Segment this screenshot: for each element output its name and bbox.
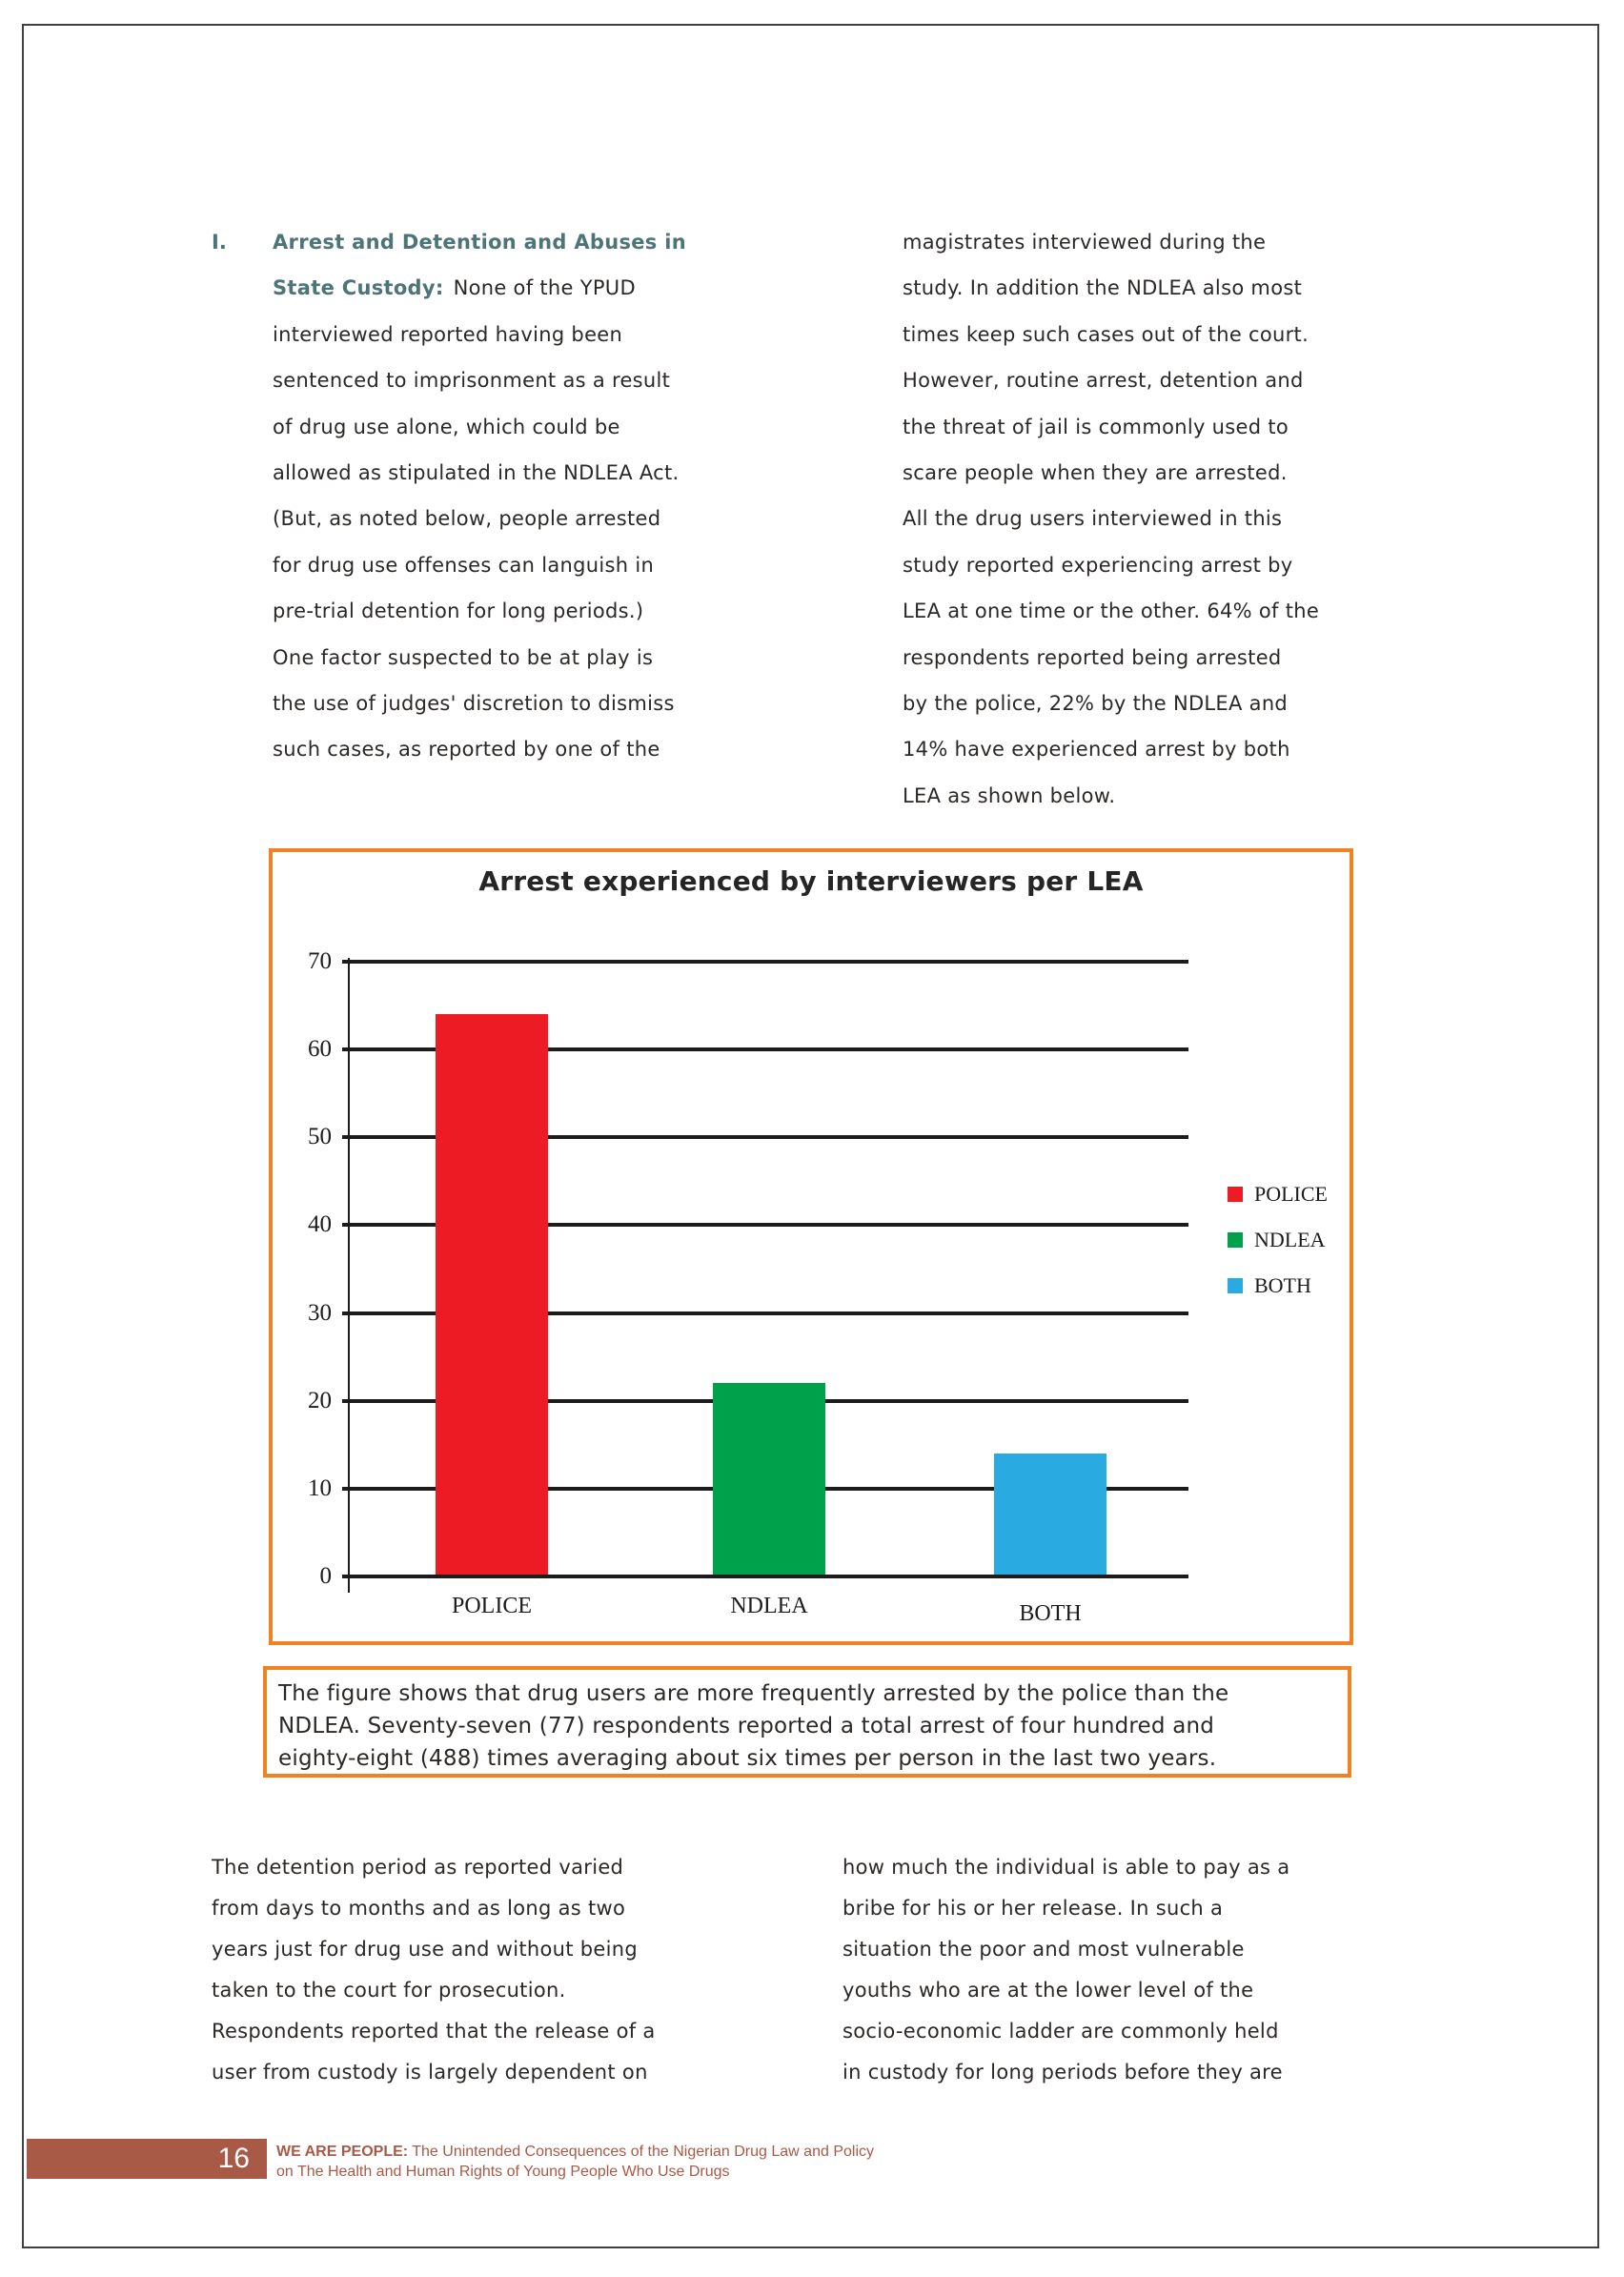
text-line: allowed as stipulated in the NDLEA Act. <box>273 460 680 484</box>
figure-caption-box: The figure shows that drug users are mor… <box>263 1666 1351 1778</box>
legend-swatch <box>1228 1231 1243 1248</box>
y-axis-tick-label: 70 <box>308 948 332 974</box>
section-heading-line1: Arrest and Detention and Abuses in <box>273 231 686 254</box>
y-axis-tick-label: 0 <box>319 1563 333 1589</box>
text-line: eighty-eight (488) times averaging about… <box>278 1746 1217 1771</box>
footer-title-line1: WE ARE PEOPLE: The Unintended Consequenc… <box>276 2142 874 2162</box>
list-item-marker: I. <box>212 231 227 254</box>
text-line: pre-trial detention for long periods.) <box>273 600 644 623</box>
gridline <box>342 1223 1188 1228</box>
text-line: in custody for long periods before they … <box>842 2061 1283 2084</box>
text-line: The figure shows that drug users are mor… <box>278 1681 1229 1706</box>
text-line: sentenced to imprisonment as a result <box>273 369 671 393</box>
text-line: magistrates interviewed during the <box>903 231 1267 254</box>
text-line: The detention period as reported varied <box>212 1856 624 1879</box>
text-line: years just for drug use and without bein… <box>212 1938 638 1961</box>
text-line: One factor suspected to be at play is <box>273 645 654 669</box>
y-axis-tick-label: 60 <box>308 1036 332 1063</box>
y-axis-tick-label: 50 <box>308 1124 332 1150</box>
gridline <box>342 1311 1188 1315</box>
text-line: times keep such cases out of the court. <box>903 322 1309 346</box>
section-heading-line2: State Custody: None of the YPUD <box>273 265 686 311</box>
text-line: bribe for his or her release. In such a <box>842 1897 1224 1920</box>
section-heading-bold: State Custody: <box>273 276 444 300</box>
text-line: the threat of jail is commonly used to <box>903 415 1289 438</box>
text-line: how much the individual is able to pay a… <box>842 1856 1290 1879</box>
y-axis-tick-label: 30 <box>308 1299 332 1326</box>
y-axis-tick-label: 20 <box>308 1387 332 1413</box>
chart-title: Arrest experienced by interviewers per L… <box>478 865 1144 897</box>
legend-item: BOTH <box>1228 1273 1328 1297</box>
x-category-label: POLICE <box>452 1594 532 1618</box>
left-column-body: interviewed reported having been sentence… <box>273 312 686 773</box>
text-line: by the police, 22% by the NDLEA and <box>903 691 1289 715</box>
legend-swatch <box>1228 1277 1243 1293</box>
text-line: Respondents reported that the release of… <box>212 2020 656 2043</box>
text-line: scare people when they are arrested. <box>903 460 1288 484</box>
text-line: (But, as noted below, people arrested <box>273 507 661 531</box>
text-line: study reported experiencing arrest by <box>903 553 1293 577</box>
text-line: the use of judges' discretion to dismiss <box>273 691 675 715</box>
page-border <box>22 24 1599 2248</box>
legend-swatch <box>1228 1186 1243 1202</box>
legend-item: NDLEA <box>1228 1230 1328 1250</box>
text-line: 14% have experienced arrest by both <box>903 738 1290 762</box>
text-line: for drug use offenses can languish in <box>273 553 655 577</box>
y-axis-line <box>348 958 350 1593</box>
x-category-label: BOTH <box>1019 1601 1082 1626</box>
legend-label: BOTH <box>1254 1273 1311 1297</box>
bottom-right-paragraph: how much the individual is able to pay a… <box>842 1847 1289 2093</box>
text-line: All the drug users interviewed in this <box>903 507 1283 531</box>
x-category-label: NDLEA <box>730 1594 808 1618</box>
text-line: taken to the court for prosecution. <box>212 1979 566 2002</box>
gridline <box>342 1047 1188 1052</box>
text-line: user from custody is largely dependent o… <box>212 2061 648 2084</box>
y-axis-tick-label: 10 <box>308 1474 332 1501</box>
text-line: such cases, as reported by one of the <box>273 738 660 762</box>
bottom-left-paragraph: The detention period as reported varied f… <box>212 1847 656 2093</box>
left-column: Arrest and Detention and Abuses in State… <box>273 219 686 773</box>
text-line: situation the poor and most vulnerable <box>842 1938 1245 1961</box>
page-number: 16 <box>217 2143 250 2174</box>
footer-title-line2: on The Health and Human Rights of Young … <box>276 2164 730 2180</box>
bar-police <box>436 1014 548 1576</box>
footer-page-bar: 16 <box>27 2139 267 2179</box>
text-line: from days to months and as long as two <box>212 1897 626 1920</box>
text-line: interviewed reported having been <box>273 322 623 346</box>
footer-title-bold: WE ARE PEOPLE: <box>276 2144 409 2160</box>
text-line: of drug use alone, which could be <box>273 415 620 438</box>
section-heading-rest: None of the YPUD <box>453 276 636 300</box>
text-line: LEA at one time or the other. 64% of the <box>903 600 1320 623</box>
footer-report-title: WE ARE PEOPLE: The Unintended Consequenc… <box>276 2142 874 2182</box>
text-line: socio-economic ladder are commonly held <box>842 2020 1279 2043</box>
x-axis-line <box>342 1575 1188 1578</box>
bar-chart: Arrest experienced by interviewers per L… <box>269 848 1353 1645</box>
text-line: study. In addition the NDLEA also most <box>903 276 1303 300</box>
legend-label: NDLEA <box>1254 1228 1326 1251</box>
gridline <box>342 1135 1188 1140</box>
footer-title-rest: The Unintended Consequences of the Niger… <box>408 2144 874 2160</box>
text-line: NDLEA. Seventy-seven (77) respondents re… <box>278 1714 1215 1738</box>
chart-legend: POLICE NDLEA BOTH <box>1228 1182 1328 1297</box>
y-axis-tick-label: 40 <box>308 1211 332 1238</box>
right-column: magistrates interviewed during the study.… <box>903 219 1319 819</box>
text-line: However, routine arrest, detention and <box>903 369 1304 393</box>
text-line: youths who are at the lower level of the <box>842 1979 1254 2002</box>
legend-label: POLICE <box>1254 1182 1328 1206</box>
text-line: respondents reported being arrested <box>903 645 1282 669</box>
gridline <box>342 960 1188 964</box>
bar-both <box>994 1454 1106 1576</box>
legend-item: POLICE <box>1228 1182 1328 1206</box>
bar-ndlea <box>713 1383 825 1576</box>
text-line: LEA as shown below. <box>903 783 1116 807</box>
